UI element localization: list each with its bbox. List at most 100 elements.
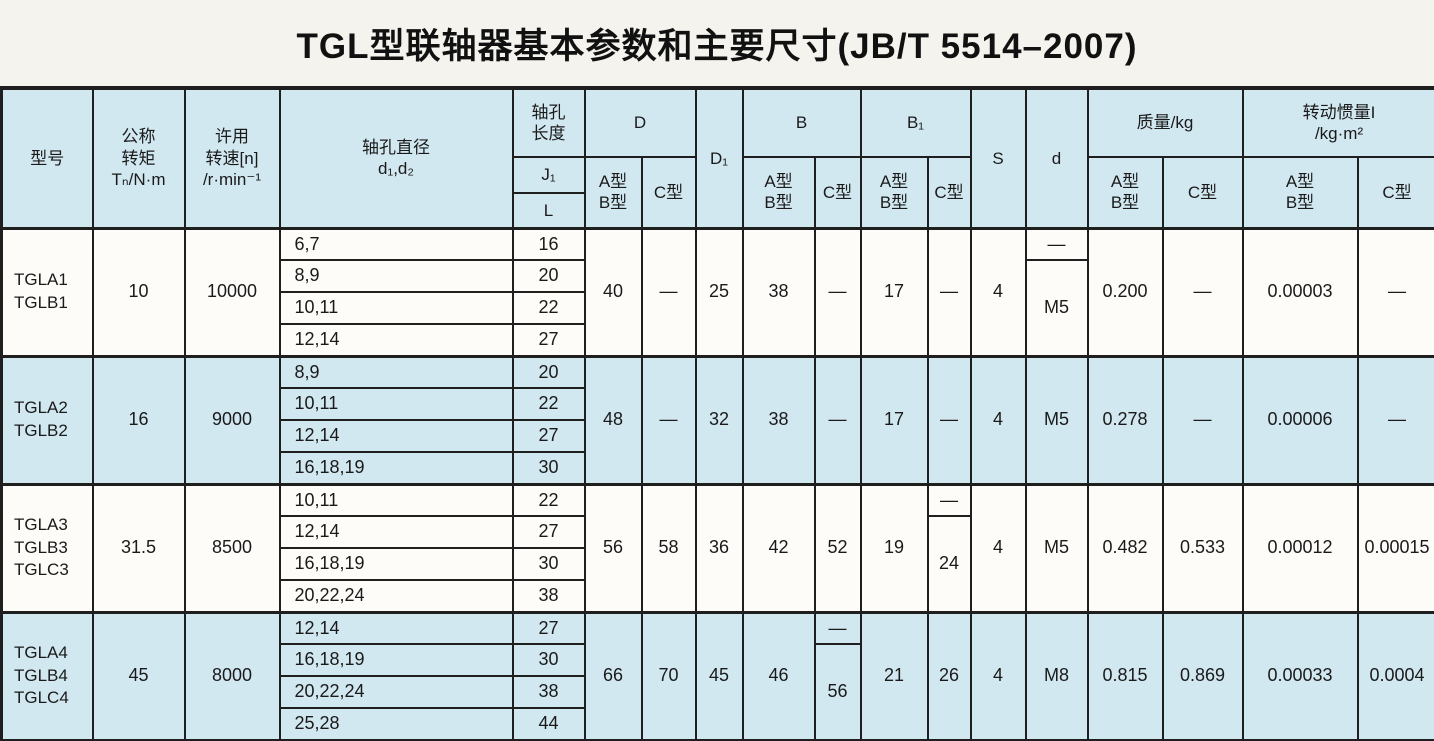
- B1-ab-cell: 17: [859, 226, 929, 357]
- bore-len-cell: 38: [511, 579, 586, 613]
- bore-len-cell: 27: [511, 323, 586, 357]
- model-cell: TGLA2 TGLB2: [0, 354, 94, 485]
- torque-cell: 45: [91, 610, 186, 741]
- bore-len-cell: 22: [511, 387, 586, 421]
- inertia-ab-cell: 0.00006: [1241, 354, 1359, 485]
- D-c-cell: 70: [640, 610, 697, 741]
- model-cell: TGLA4 TGLB4 TGLC4: [0, 610, 94, 741]
- inertia-c-cell: —: [1356, 226, 1434, 357]
- B1-c-cell: —: [926, 354, 972, 485]
- D-c-cell: —: [640, 354, 697, 485]
- B-c-cell: —: [813, 354, 862, 485]
- B-ab-cell: 46: [741, 610, 816, 741]
- inertia-c-cell: 0.00015: [1356, 482, 1434, 613]
- model-cell: TGLA3 TGLB3 TGLC3: [0, 482, 94, 613]
- col-header-B-type-ab: A型 B型: [741, 156, 816, 229]
- speed-cell: 9000: [183, 354, 281, 485]
- D1-cell: 25: [694, 226, 744, 357]
- mass-ab-cell: 0.815: [1086, 610, 1164, 741]
- title-bar: TGL型联轴器基本参数和主要尺寸(JB/T 5514–2007): [0, 0, 1434, 86]
- B-ab-cell: 42: [741, 482, 816, 613]
- S-cell: 4: [969, 482, 1027, 613]
- bore-dia-cell: 8,9: [278, 259, 514, 293]
- bore-dia-cell: 10,11: [278, 291, 514, 325]
- B-ab-cell: 38: [741, 226, 816, 357]
- col-header-D1: D₁: [694, 87, 744, 229]
- col-header-inertia-type-c: C型: [1356, 156, 1434, 229]
- bore-dia-cell: 10,11: [278, 482, 514, 517]
- B1-ab-cell: 19: [859, 482, 929, 613]
- bore-dia-cell: 12,14: [278, 323, 514, 357]
- bore-len-cell: 20: [511, 259, 586, 293]
- inertia-ab-cell: 0.00003: [1241, 226, 1359, 357]
- bore-len-cell: 27: [511, 515, 586, 549]
- mass-c-cell: —: [1161, 226, 1244, 357]
- B-c-cell-top: —: [813, 610, 862, 645]
- model-cell: TGLA1 TGLB1: [0, 226, 94, 357]
- bore-dia-cell: 20,22,24: [278, 579, 514, 613]
- bore-dia-cell: 12,14: [278, 610, 514, 645]
- page-title: TGL型联轴器基本参数和主要尺寸(JB/T 5514–2007): [296, 26, 1138, 66]
- d-cell: M8: [1024, 610, 1089, 741]
- col-header-inertia-type-ab: A型 B型: [1241, 156, 1359, 229]
- col-header-mass-type-c: C型: [1161, 156, 1244, 229]
- B1-ab-cell: 21: [859, 610, 929, 741]
- bore-dia-cell: 8,9: [278, 354, 514, 389]
- bore-dia-cell: 16,18,19: [278, 643, 514, 677]
- bore-dia-cell: 16,18,19: [278, 547, 514, 581]
- bore-dia-cell: 16,18,19: [278, 451, 514, 485]
- col-header-S: S: [969, 87, 1027, 229]
- bore-len-cell: 30: [511, 451, 586, 485]
- bore-len-cell: 27: [511, 610, 586, 645]
- d-cell-bottom: M5: [1024, 259, 1089, 357]
- col-header-model: 型号: [0, 87, 94, 229]
- bore-dia-cell: 25,28: [278, 707, 514, 741]
- col-header-D-type-ab: A型 B型: [583, 156, 643, 229]
- B-ab-cell: 38: [741, 354, 816, 485]
- bore-dia-cell: 12,14: [278, 419, 514, 453]
- col-header-d: d: [1024, 87, 1089, 229]
- D-ab-cell: 56: [583, 482, 643, 613]
- col-header-D-type-c: C型: [640, 156, 697, 229]
- bore-len-cell: 38: [511, 675, 586, 709]
- bore-len-cell: 27: [511, 419, 586, 453]
- bore-dia-cell: 10,11: [278, 387, 514, 421]
- mass-c-cell: 0.869: [1161, 610, 1244, 741]
- col-header-J1: J₁: [511, 156, 586, 194]
- D-c-cell: 58: [640, 482, 697, 613]
- D-ab-cell: 48: [583, 354, 643, 485]
- mass-ab-cell: 0.200: [1086, 226, 1164, 357]
- col-header-mass-type-ab: A型 B型: [1086, 156, 1164, 229]
- inertia-c-cell: —: [1356, 354, 1434, 485]
- D1-cell: 36: [694, 482, 744, 613]
- col-header-B1: B₁: [859, 87, 972, 158]
- col-header-B-type-c: C型: [813, 156, 862, 229]
- B-c-cell: 52: [813, 482, 862, 613]
- D-ab-cell: 40: [583, 226, 643, 357]
- B1-c-cell-bottom: 24: [926, 515, 972, 613]
- col-header-B1-type-c: C型: [926, 156, 972, 229]
- speed-cell: 8500: [183, 482, 281, 613]
- col-header-D: D: [583, 87, 697, 158]
- D1-cell: 32: [694, 354, 744, 485]
- torque-cell: 10: [91, 226, 186, 357]
- B1-c-cell: 26: [926, 610, 972, 741]
- col-header-nominal-torque: 公称 转矩 Tₙ/N·m: [91, 87, 186, 229]
- inertia-ab-cell: 0.00012: [1241, 482, 1359, 613]
- B1-c-cell: —: [926, 226, 972, 357]
- d-cell-top: —: [1024, 226, 1089, 261]
- col-header-mass: 质量/kg: [1086, 87, 1244, 158]
- col-header-bore-length: 轴孔 长度: [511, 87, 586, 158]
- col-header-inertia: 转动惯量I /kg·m²: [1241, 87, 1434, 158]
- bore-dia-cell: 20,22,24: [278, 675, 514, 709]
- D-ab-cell: 66: [583, 610, 643, 741]
- B1-c-cell-top: —: [926, 482, 972, 517]
- S-cell: 4: [969, 226, 1027, 357]
- B-c-cell: —: [813, 226, 862, 357]
- inertia-c-cell: 0.0004: [1356, 610, 1434, 741]
- bore-len-cell: 22: [511, 482, 586, 517]
- col-header-B: B: [741, 87, 862, 158]
- coupling-parameters-table: 型号 公称 转矩 Tₙ/N·m 许用 转速[n] /r·min⁻¹ 轴孔直径 d…: [0, 86, 1434, 741]
- B1-ab-cell: 17: [859, 354, 929, 485]
- S-cell: 4: [969, 354, 1027, 485]
